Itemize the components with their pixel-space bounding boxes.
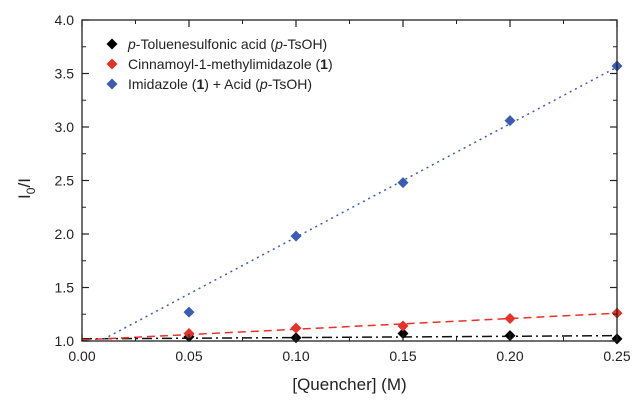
y-tick-label: 3.0 [55,119,75,135]
legend-marker [106,78,118,90]
data-point [183,328,195,340]
x-tick-label: 0.20 [496,348,523,364]
x-tick-label: 0.00 [68,348,95,364]
y-axis-ticks: 1.0 1.5 2.0 2.5 3.0 3.5 4.0 [55,12,617,349]
y-axis-label-rest: /I [15,178,34,187]
data-point [397,177,409,189]
legend-marker [106,38,118,50]
x-axis-ticks: 0.00 0.05 0.10 0.15 0.20 0.25 [68,20,631,364]
y-axis-label-subscript: 0 [24,187,38,194]
legend-marker [106,58,118,70]
legend-label: Cinnamoyl-1-methylimidazole (1) [128,56,333,72]
y-tick-label: 1.5 [55,280,75,296]
fit-lines [82,66,617,341]
data-point [397,320,409,332]
data-points [183,60,623,345]
data-point [183,306,195,318]
legend-label: p-Toluenesulfonic acid (p-TsOH) [127,36,327,52]
x-tick-label: 0.10 [282,348,309,364]
x-tick-label: 0.15 [389,348,416,364]
y-tick-label: 4.0 [55,12,75,28]
y-tick-label: 2.5 [55,173,75,189]
y-tick-label: 1.0 [55,333,75,349]
legend-label: Imidazole (1) + Acid (p-TsOH) [128,76,312,92]
legend: p-Toluenesulfonic acid (p-TsOH) Cinnamoyl… [106,36,333,92]
x-tick-label: 0.25 [603,348,630,364]
data-point [397,328,409,340]
data-point [290,230,302,242]
data-point [504,115,516,127]
x-tick-label: 0.05 [175,348,202,364]
y-axis-label: I0/I [15,178,38,199]
fit-line [82,312,617,341]
y-tick-label: 3.5 [55,66,75,82]
x-axis-label: [Quencher] (M) [292,375,406,394]
data-point [290,322,302,334]
y-tick-label: 2.0 [55,226,75,242]
fit-line [98,66,617,341]
y-axis-label-main: I [15,194,34,199]
data-point [504,313,516,325]
